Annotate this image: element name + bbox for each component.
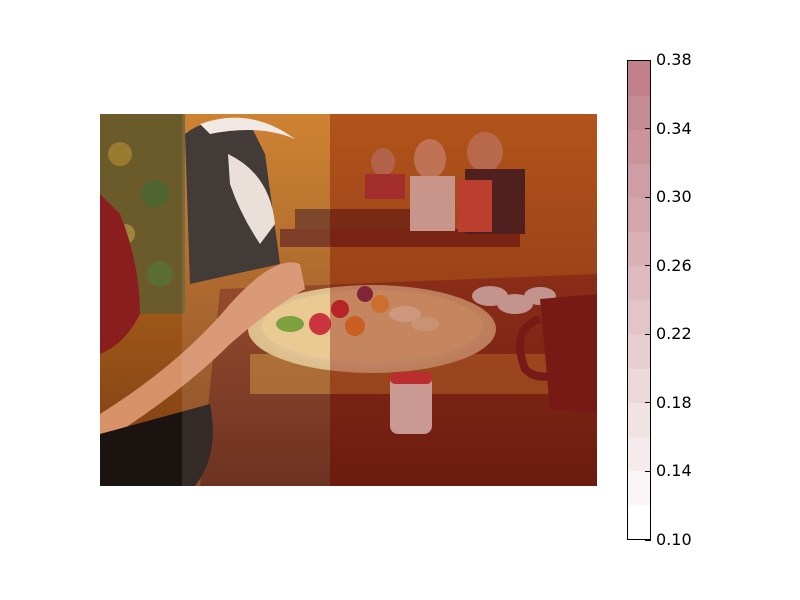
colorbar-band [628,95,650,130]
colorbar-band [628,61,650,96]
menu-card [458,180,492,232]
restaurant-photo [100,114,597,486]
creamer-cup [390,372,432,434]
colorbar-band [628,163,650,199]
colorbar-band [628,402,650,438]
colorbar-tick-mark [645,402,651,404]
colorbar-tick-label: 0.10 [656,530,692,549]
back-table [280,229,520,247]
colorbar-tick-label: 0.18 [656,392,692,412]
banana [389,306,421,322]
colorbar-tick-mark [645,470,651,472]
kiwi [276,316,304,332]
arm [100,262,305,444]
photo-svg [100,114,597,486]
colorbar-tick-mark [645,59,651,61]
colorbar-tick-label: 0.22 [656,324,692,344]
overlay-region-2 [182,114,330,486]
colorbar-tick-label: 0.30 [656,187,692,207]
colorbar-band [628,436,650,472]
colorbar-band [628,470,650,506]
colorbar [627,60,651,540]
colorbar-tick-label: 0.34 [656,118,692,138]
colorbar-tick-mark [645,265,651,267]
person-back-1 [414,139,446,179]
mug [540,294,597,414]
colorbar-tick-mark [645,196,651,198]
colorbar-svg [628,61,650,539]
colorbar-tick-label: 0.14 [656,461,692,481]
person-back-2 [467,132,503,172]
colorbar-band [628,504,650,539]
colorbar-band [628,300,650,335]
colorbar-band [628,265,650,301]
colorbar-tick-label: 0.26 [656,255,692,275]
orange-slice [345,316,365,336]
colorbar-tick-mark [645,128,651,130]
colorbar-band [628,368,650,403]
overlay-region-3 [330,114,597,486]
seated-person [100,194,140,354]
strawberry [309,313,331,335]
colorbar-band [628,231,650,267]
colorbar-band [628,197,650,233]
colorbar-tick-mark [645,333,651,335]
standing-person [185,120,280,285]
colorbar-tick-mark [645,539,651,541]
colorbar-tick-label: 0.38 [656,50,692,69]
colorbar-band [628,334,650,369]
colorbar-band [628,129,650,164]
